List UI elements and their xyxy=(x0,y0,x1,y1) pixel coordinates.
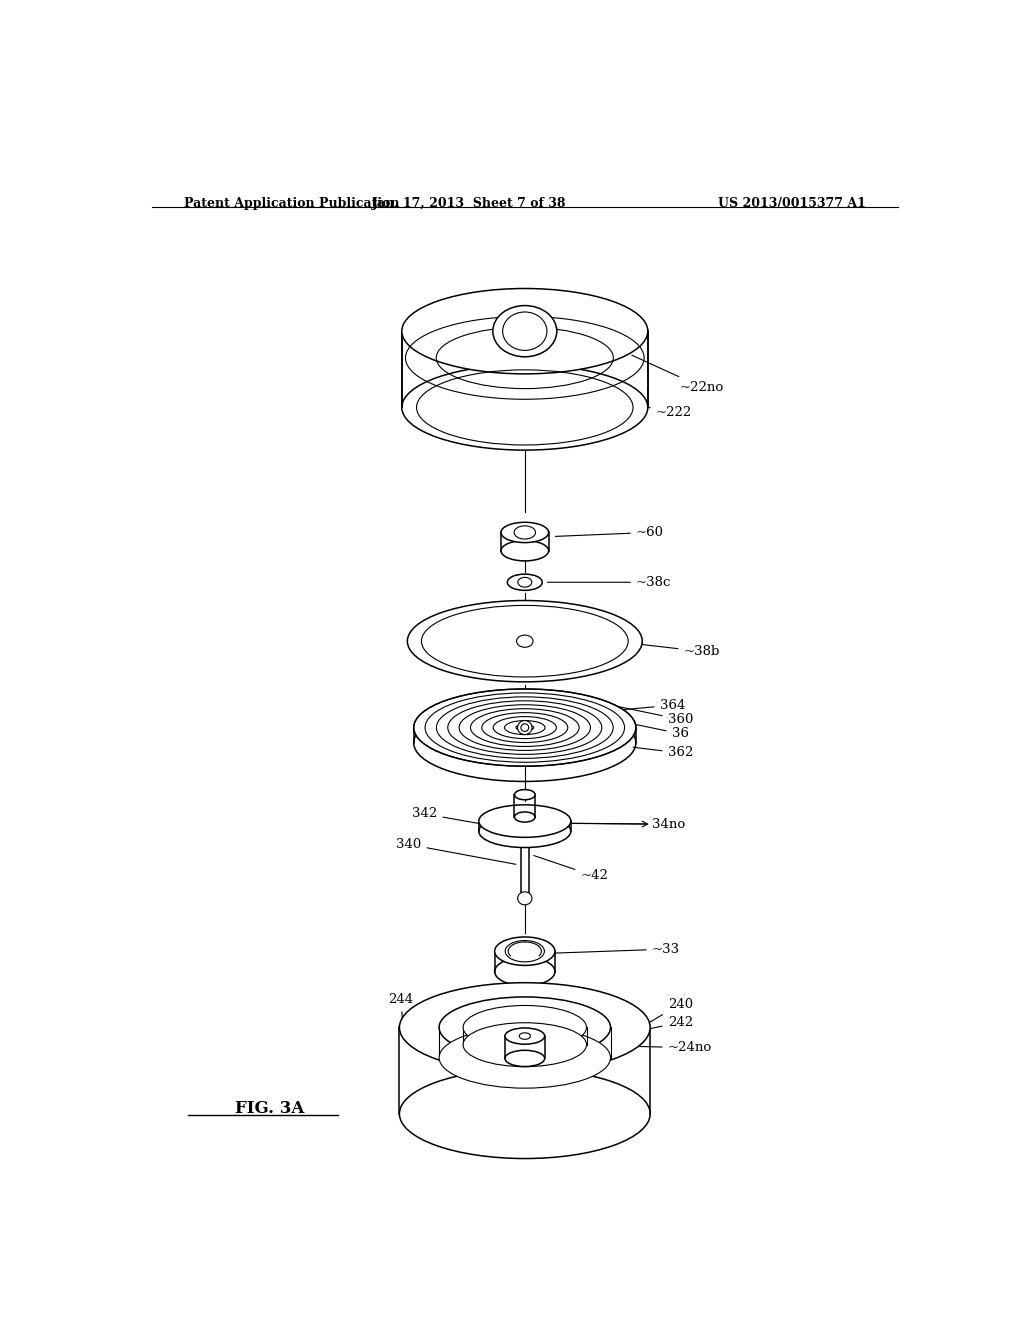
Ellipse shape xyxy=(479,805,570,837)
Ellipse shape xyxy=(401,364,648,450)
Ellipse shape xyxy=(399,982,650,1072)
FancyBboxPatch shape xyxy=(521,832,528,899)
Text: 342: 342 xyxy=(413,808,480,824)
Ellipse shape xyxy=(427,1100,623,1152)
Text: Jan. 17, 2013  Sheet 7 of 38: Jan. 17, 2013 Sheet 7 of 38 xyxy=(372,197,566,210)
Ellipse shape xyxy=(505,1028,545,1044)
Ellipse shape xyxy=(514,789,536,800)
Text: ~22no: ~22no xyxy=(632,355,724,393)
Ellipse shape xyxy=(399,1069,650,1159)
Ellipse shape xyxy=(414,689,636,766)
Text: ~38c: ~38c xyxy=(548,576,672,589)
Ellipse shape xyxy=(408,601,642,682)
Ellipse shape xyxy=(507,574,543,590)
Ellipse shape xyxy=(517,721,532,734)
Ellipse shape xyxy=(401,289,648,374)
Ellipse shape xyxy=(514,812,536,822)
Text: 364: 364 xyxy=(555,698,685,715)
Text: Patent Application Publication: Patent Application Publication xyxy=(183,197,399,210)
Ellipse shape xyxy=(501,523,549,543)
Text: FIG. 3A: FIG. 3A xyxy=(236,1101,304,1117)
Text: ~222: ~222 xyxy=(620,401,692,418)
Ellipse shape xyxy=(514,1031,536,1041)
Ellipse shape xyxy=(422,606,628,677)
Ellipse shape xyxy=(514,525,536,539)
Text: 340: 340 xyxy=(396,838,516,865)
Ellipse shape xyxy=(495,957,555,986)
Text: 244: 244 xyxy=(388,994,414,1032)
Ellipse shape xyxy=(518,892,531,904)
Text: US 2013/0015377 A1: US 2013/0015377 A1 xyxy=(718,197,866,210)
Ellipse shape xyxy=(505,1051,545,1067)
Text: 362: 362 xyxy=(633,747,693,759)
Ellipse shape xyxy=(518,577,531,587)
Text: ~38b: ~38b xyxy=(633,644,720,657)
Ellipse shape xyxy=(495,937,555,965)
Text: 240: 240 xyxy=(640,998,693,1028)
Text: 36: 36 xyxy=(626,722,688,741)
Text: 34no: 34no xyxy=(560,817,685,830)
Text: ~42: ~42 xyxy=(534,855,608,883)
Ellipse shape xyxy=(519,1032,530,1039)
Ellipse shape xyxy=(439,997,610,1057)
Text: ~33: ~33 xyxy=(554,942,680,956)
Ellipse shape xyxy=(516,635,534,647)
Text: ~60: ~60 xyxy=(555,525,664,539)
Ellipse shape xyxy=(427,1104,623,1156)
Text: 360: 360 xyxy=(592,701,693,726)
Text: 242: 242 xyxy=(600,1016,693,1039)
Ellipse shape xyxy=(501,541,549,561)
Ellipse shape xyxy=(521,723,528,731)
Text: ~24no: ~24no xyxy=(551,1041,712,1055)
Ellipse shape xyxy=(463,1023,587,1067)
Ellipse shape xyxy=(503,312,547,350)
Ellipse shape xyxy=(479,814,570,847)
Ellipse shape xyxy=(463,1006,587,1049)
Ellipse shape xyxy=(493,305,557,356)
Ellipse shape xyxy=(439,1027,610,1088)
